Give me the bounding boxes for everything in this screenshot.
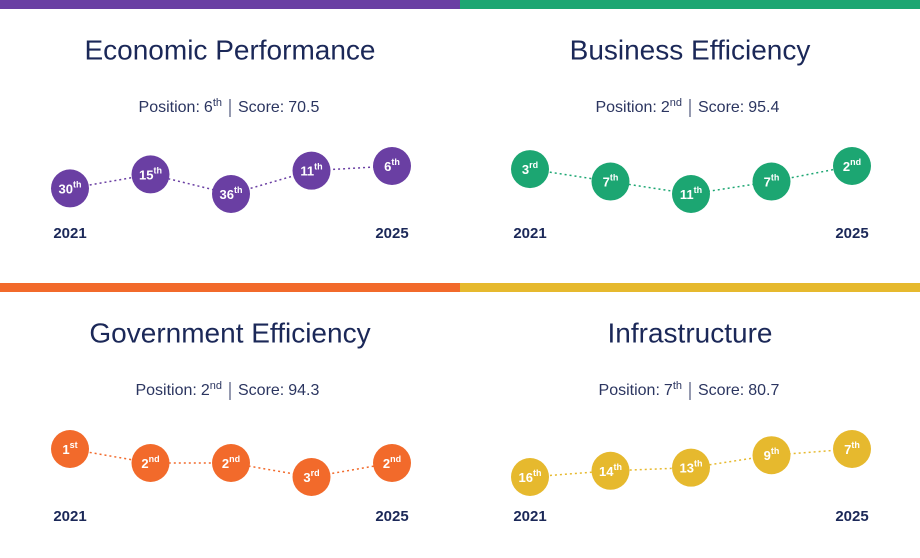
rank-label: 11th [680,185,702,202]
rank-marker [752,436,791,475]
score-value: 95.4 [748,99,779,116]
rank-marker [672,448,710,487]
rank-marker [212,175,250,213]
rank-label: 30th [59,180,82,197]
rank-marker [833,147,871,185]
rank-label: 13th [680,459,703,476]
rank-label: 3rd [303,468,319,485]
year-label: 2021 [513,225,546,242]
position-text: Position: 6th [139,97,222,116]
rank-marker [373,444,411,482]
year-label: 2021 [53,225,86,242]
rank-marker [131,155,170,194]
rank-marker [591,162,630,201]
score-value: 80.7 [748,382,779,399]
score-value: 70.5 [288,99,319,116]
year-label: 2021 [513,508,546,525]
year-label: 2021 [53,508,86,525]
rank-label: 16th [519,468,542,485]
rank-marker [51,430,89,468]
position-text: Position: 2nd [135,380,222,399]
panel-title: Business Efficiency [570,34,811,65]
rank-label: 36th [220,185,243,202]
rank-marker [51,169,89,208]
rank-line [69,165,393,195]
rank-marker [591,451,630,490]
position-label: Position: [135,382,196,399]
rank-label: 9th [764,447,780,464]
position-value: 7th [664,380,682,399]
score-value: 94.3 [288,382,319,399]
panel-accent [0,0,460,9]
rank-label: 2nd [383,454,401,471]
panel-accent [0,283,460,292]
position-label: Position: [139,99,200,116]
position-value: 2nd [661,97,682,116]
panel-title: Infrastructure [608,317,773,348]
rank-line [529,165,853,195]
rank-marker [212,444,250,482]
rank-label: 1st [62,440,77,457]
rank-label: 3rd [522,160,538,177]
score-label: Score: [698,382,744,399]
rank-label: 7th [764,173,780,190]
panel-accent [460,0,920,9]
rank-marker [833,430,871,468]
rank-label: 15th [139,166,162,183]
rank-marker [752,162,791,201]
position-label: Position: [595,99,656,116]
rank-marker [131,444,170,482]
rank-label: 7th [603,173,619,190]
rank-label: 6th [384,157,400,174]
rank-label: 14th [599,462,622,479]
rank-marker [292,458,331,496]
rank-label: 2nd [843,157,861,174]
position-label: Position: [599,382,660,399]
score-text: Score: 94.3 [238,382,319,399]
position-value: 6th [204,97,222,116]
rank-marker [373,147,411,185]
panel: Business Efficiency Position: 2nd Score: 95.… [460,0,920,242]
rank-label: 11th [300,162,322,179]
rank-marker [672,175,710,213]
score-text: Score: 70.5 [238,99,319,116]
rank-line [69,448,393,478]
rank-marker [292,151,331,190]
rank-marker [511,150,549,189]
score-label: Score: [698,99,744,116]
position-value: 2nd [201,380,222,399]
score-label: Score: [238,99,284,116]
rank-label: 2nd [222,454,240,471]
position-text: Position: 2nd [595,97,682,116]
panel-title: Government Efficiency [89,317,370,348]
year-label: 2025 [835,508,868,525]
rank-label: 2nd [141,454,159,471]
panel-accent [460,283,920,292]
panel: Government Efficiency Position: 2nd Score: 9… [0,283,460,525]
score-label: Score: [238,382,284,399]
year-label: 2025 [375,225,408,242]
panel-title: Economic Performance [84,34,375,65]
year-label: 2025 [835,225,868,242]
year-label: 2025 [375,508,408,525]
score-text: Score: 95.4 [698,99,779,116]
rank-label: 7th [844,440,860,457]
position-text: Position: 7th [599,380,682,399]
score-text: Score: 80.7 [698,382,779,399]
rank-marker [511,458,549,496]
